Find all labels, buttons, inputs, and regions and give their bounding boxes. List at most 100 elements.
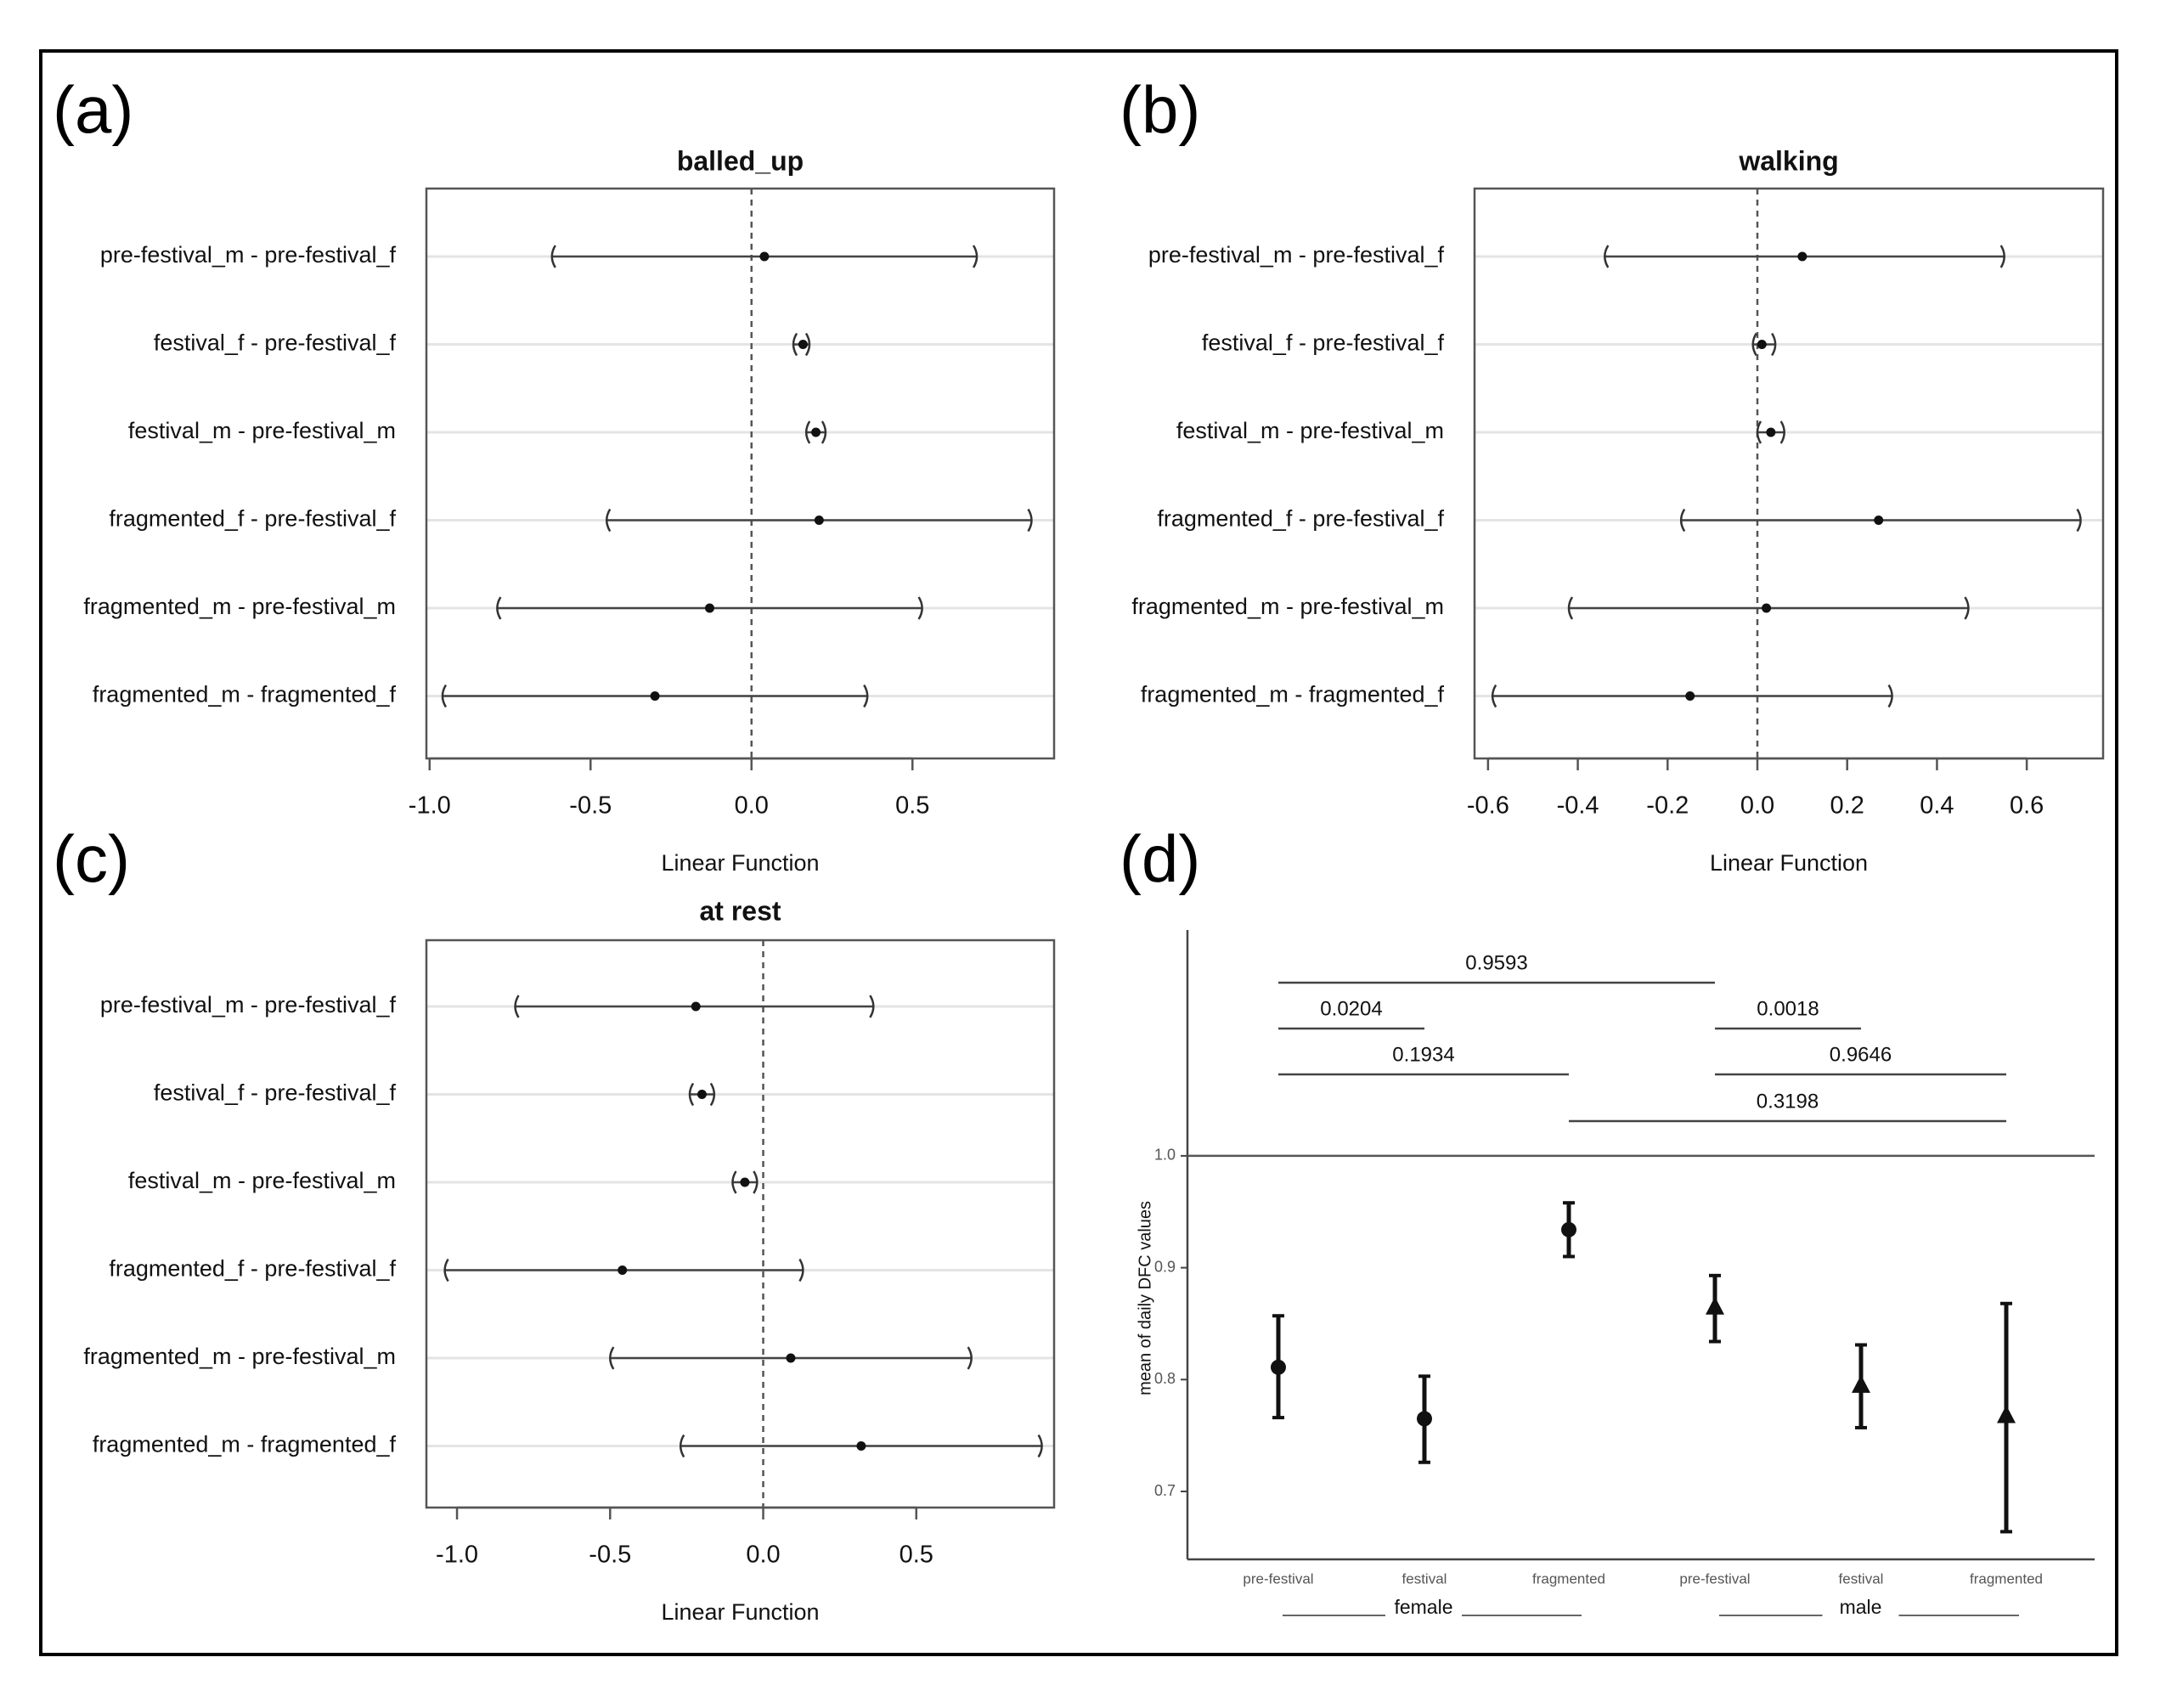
- ci-lower-bracket: [1604, 245, 1610, 268]
- mean-point-circle: [1561, 1221, 1576, 1237]
- ci-upper-bracket: [917, 596, 923, 620]
- row-label: pre-festival_m - pre-festival_f: [100, 242, 397, 268]
- estimate-point: [786, 1353, 796, 1363]
- y-axis-label: mean of daily DFC values: [1136, 1201, 1154, 1395]
- estimate-point: [1874, 516, 1884, 525]
- mean-point-triangle: [1706, 1296, 1724, 1315]
- ci-lower-bracket: [609, 1346, 615, 1370]
- mean-point-triangle: [1997, 1405, 2016, 1423]
- ci-lower-bracket: [605, 508, 612, 533]
- ci-upper-bracket: [804, 332, 811, 357]
- x-axis-label: Linear Function: [1710, 850, 1868, 876]
- ci-upper-bracket: [2076, 508, 2082, 533]
- y-tick-label: 0.9: [1154, 1258, 1176, 1275]
- x-tick-label: 0.0: [746, 1542, 780, 1569]
- mean-point-triangle: [1852, 1374, 1870, 1393]
- ci-lower-bracket: [1567, 596, 1574, 620]
- estimate-point: [650, 691, 660, 701]
- ci-lower-bracket: [1679, 508, 1686, 533]
- row-label: festival_f - pre-festival_f: [154, 330, 397, 356]
- estimate-point: [1797, 251, 1808, 262]
- ci-lower-bracket: [1756, 420, 1762, 444]
- comparison-p-value: 0.0204: [1320, 997, 1382, 1020]
- ci-lower-bracket: [496, 596, 502, 620]
- ci-upper-bracket: [1037, 1434, 1043, 1458]
- ci-lower-bracket: [1751, 332, 1757, 357]
- panel-label-b: (b): [1119, 72, 1201, 147]
- estimate-point: [704, 603, 714, 613]
- ci-lower-bracket: [804, 420, 811, 444]
- ci-lower-bracket: [731, 1170, 737, 1194]
- y-tick-label: 0.7: [1154, 1482, 1176, 1499]
- x-category-label: festival: [1402, 1570, 1447, 1587]
- comparison-p-value: 0.9646: [1830, 1043, 1892, 1066]
- row-label: fragmented_m - pre-festival_m: [83, 594, 396, 619]
- x-tick-label: -0.5: [569, 792, 612, 820]
- comparison-p-value: 0.1934: [1392, 1043, 1454, 1066]
- x-tick-label: 0.0: [735, 792, 769, 820]
- row-label: fragmented_m - pre-festival_m: [1131, 594, 1444, 619]
- x-axis-label: Linear Function: [661, 850, 819, 876]
- x-category-label: fragmented: [1970, 1570, 2043, 1587]
- x-tick-label: -1.0: [436, 1542, 478, 1569]
- estimate-point: [811, 427, 821, 437]
- panel-label-d: (d): [1119, 821, 1201, 896]
- ci-upper-bracket: [967, 1346, 973, 1370]
- panel-c-plot: at rest pre-festival_m - pre-festival_ffe…: [83, 895, 1056, 1625]
- mean-point-circle: [1271, 1359, 1286, 1375]
- mean-point-circle: [1417, 1411, 1432, 1427]
- panel-d-plot: 0.7 0.8 0.9 1.0 mean of daily DFC values pre-…: [1136, 930, 2095, 1618]
- comparison-p-value: 0.3198: [1757, 1090, 1819, 1113]
- estimate-point: [691, 1001, 701, 1012]
- ci-lower-bracket: [514, 995, 520, 1018]
- ci-lower-bracket: [441, 684, 448, 708]
- row-label: fragmented_m - fragmented_f: [1141, 682, 1445, 707]
- estimate-point: [1757, 340, 1767, 349]
- x-category-label: festival: [1839, 1570, 1884, 1587]
- estimate-point: [814, 516, 824, 525]
- comparison-p-value: 0.0018: [1757, 997, 1819, 1020]
- group-label: male: [1840, 1596, 1882, 1618]
- chart-title: walking: [1738, 145, 1838, 176]
- ci-upper-bracket: [709, 1082, 716, 1107]
- chart-title: balled_up: [677, 145, 804, 176]
- ci-upper-bracket: [869, 995, 875, 1018]
- figure-frame: [39, 49, 2118, 1656]
- plot-frame: [425, 187, 1056, 760]
- ci-upper-bracket: [753, 1170, 759, 1194]
- row-label: pre-festival_m - pre-festival_f: [1148, 242, 1445, 268]
- panel-a-plot: balled_up pre-festival_m - pre-festival_f…: [83, 145, 1056, 876]
- x-tick-label: 0.5: [895, 792, 929, 820]
- plot-frame: [425, 939, 1056, 1509]
- ci-lower-bracket: [443, 1258, 449, 1282]
- ci-lower-bracket: [688, 1082, 695, 1107]
- ci-upper-bracket: [798, 1258, 804, 1282]
- estimate-point: [697, 1090, 707, 1099]
- x-tick-label: -0.6: [1467, 792, 1509, 820]
- x-tick-label: -1.0: [409, 792, 451, 820]
- estimate-point: [1762, 603, 1772, 613]
- y-tick-label: 1.0: [1154, 1147, 1176, 1164]
- ci-upper-bracket: [821, 420, 827, 444]
- row-label: festival_m - pre-festival_m: [128, 418, 396, 443]
- ci-lower-bracket: [679, 1434, 685, 1458]
- x-tick-label: -0.5: [589, 1542, 631, 1569]
- panel-label-c: (c): [53, 821, 130, 896]
- row-label: fragmented_f - pre-festival_f: [1157, 506, 1444, 532]
- y-tick-label: 0.8: [1154, 1370, 1176, 1387]
- row-label: festival_m - pre-festival_m: [1176, 418, 1444, 443]
- ci-upper-bracket: [1779, 420, 1785, 444]
- estimate-point: [798, 340, 808, 349]
- estimate-point: [1766, 427, 1776, 437]
- chart-title: at rest: [699, 895, 781, 926]
- group-label: female: [1394, 1596, 1452, 1618]
- x-tick-label: 0.2: [1830, 792, 1864, 820]
- x-tick-label: 0.5: [900, 1542, 933, 1569]
- estimate-point: [618, 1265, 628, 1275]
- estimate-point: [740, 1177, 750, 1187]
- x-tick-label: 0.4: [1920, 792, 1954, 820]
- ci-lower-bracket: [1491, 684, 1497, 708]
- x-tick-label: 0.0: [1740, 792, 1774, 820]
- ci-lower-bracket: [792, 332, 798, 357]
